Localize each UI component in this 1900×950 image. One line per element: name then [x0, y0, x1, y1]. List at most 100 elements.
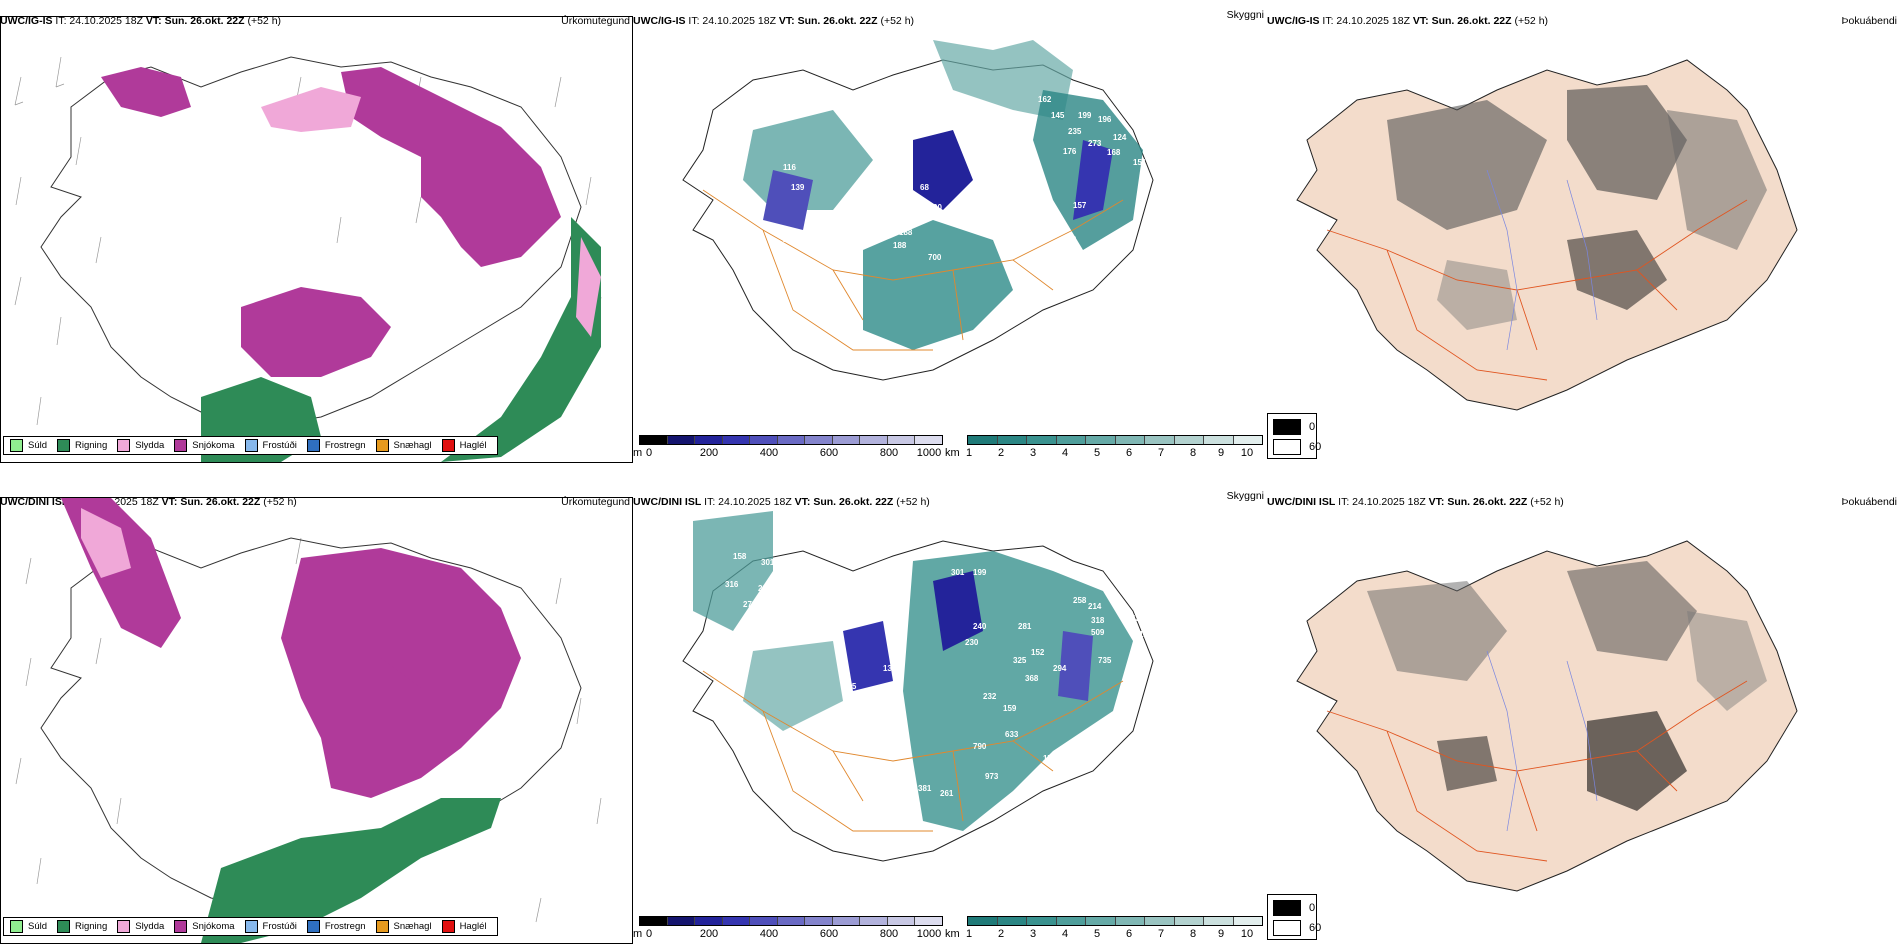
- ceiling-tick: 800: [879, 928, 899, 940]
- svg-text:148: 148: [838, 241, 852, 250]
- rain-area: [441, 217, 601, 462]
- precip-legend: Súld Rigning Slydda Snjókoma Frostúði Fr…: [3, 436, 498, 455]
- visibility-colorbar: km 1 2 3 4 5 6 7 8 9 10: [945, 435, 1263, 465]
- snow-area: [331, 658, 421, 728]
- svg-text:294: 294: [1053, 664, 1067, 673]
- svg-text:368: 368: [1025, 674, 1039, 683]
- svg-text:81: 81: [753, 235, 762, 244]
- rivers: [1486, 650, 1598, 832]
- ceiling-labels: 158 301 316 278 237 191 301 199 240 230 …: [725, 552, 1153, 798]
- svg-text:90: 90: [973, 173, 982, 182]
- legend-item: Haglél: [441, 439, 487, 452]
- svg-text:281: 281: [1018, 622, 1032, 631]
- svg-text:116: 116: [783, 163, 796, 172]
- panel-type-label: Þokuábendi: [1841, 496, 1897, 508]
- fog-key-dark-label: 0: [1309, 421, 1316, 433]
- legend-item: Haglél: [441, 920, 487, 933]
- ceiling-field: [913, 130, 973, 210]
- visibility-tick: 5: [1093, 928, 1101, 940]
- svg-text:176: 176: [1063, 147, 1077, 156]
- visibility-colorbar-bar: [967, 435, 1263, 445]
- visibility-unit: km: [945, 447, 960, 459]
- visibility-tick: 5: [1093, 447, 1101, 459]
- ceiling-tick: 1000: [916, 447, 942, 459]
- ceiling-field: [1058, 631, 1093, 701]
- svg-text:199: 199: [1078, 111, 1092, 120]
- visibility-tick: 4: [1061, 447, 1069, 459]
- panel-fog-top: UWC/IG-IS IT: 24.10.2025 18Z VT: Sun. 26…: [1267, 14, 1900, 469]
- svg-text:170: 170: [1043, 754, 1057, 763]
- svg-text:301: 301: [951, 568, 965, 577]
- fog-field: [1437, 260, 1517, 330]
- svg-text:140: 140: [1063, 235, 1077, 244]
- svg-text:152: 152: [1031, 648, 1045, 657]
- svg-text:211: 211: [978, 122, 991, 131]
- fog-key-dark-label: 0: [1309, 902, 1316, 914]
- snow-area: [241, 287, 391, 377]
- fog-field: [1567, 230, 1667, 310]
- ceiling-tick: 200: [699, 447, 719, 459]
- panel-precip-bottom: UWC/DINI ISL IT: 24.10.2025 18Z VT: Sun.…: [0, 495, 633, 950]
- ceiling-field: [843, 621, 893, 691]
- fog-key-light-label: 60: [1309, 922, 1322, 934]
- fog-field: [1567, 85, 1687, 200]
- svg-text:214: 214: [1088, 602, 1102, 611]
- svg-text:145: 145: [1051, 111, 1065, 120]
- svg-text:151: 151: [1133, 158, 1147, 167]
- ceiling-colorbar: m 0 200 400 600 800 1000: [633, 435, 943, 465]
- svg-text:105: 105: [1093, 263, 1107, 272]
- legend-item: Súld: [10, 920, 47, 933]
- visibility-tick: 2: [997, 928, 1005, 940]
- visibility-tick: 1: [965, 447, 973, 459]
- svg-text:278: 278: [743, 600, 757, 609]
- svg-text:301: 301: [761, 558, 775, 567]
- ceiling-field: [763, 170, 813, 230]
- roads: [702, 189, 1124, 351]
- visibility-tick: 8: [1189, 928, 1197, 940]
- svg-text:168: 168: [1107, 148, 1121, 157]
- svg-text:700: 700: [928, 253, 942, 262]
- svg-text:232: 232: [983, 692, 997, 701]
- legend-item: Slydda: [117, 439, 164, 452]
- fog-key-dark-swatch: [1273, 900, 1301, 916]
- legend-item: Súld: [10, 439, 47, 452]
- visibility-tick: 3: [1029, 447, 1037, 459]
- svg-text:973: 973: [985, 772, 999, 781]
- svg-text:381: 381: [918, 784, 932, 793]
- svg-text:191: 191: [858, 604, 872, 613]
- fog-field: [1667, 110, 1767, 250]
- visibility-tick: 10: [1240, 447, 1254, 459]
- svg-text:196: 196: [1098, 115, 1112, 124]
- rivers: [1486, 169, 1598, 351]
- visibility-tick: 8: [1189, 447, 1197, 459]
- panel-header: UWC/DINI ISL IT: 24.10.2025 18Z VT: Sun.…: [633, 496, 930, 508]
- panel-header: UWC/IG-IS IT: 24.10.2025 18Z VT: Sun. 26…: [0, 15, 282, 27]
- legend-item: Rigning: [57, 920, 107, 933]
- visibility-field: [933, 40, 1073, 120]
- svg-text:159: 159: [1003, 704, 1017, 713]
- svg-text:208: 208: [783, 235, 797, 244]
- fog-key-light-swatch: [1273, 920, 1301, 936]
- svg-text:124: 124: [1113, 133, 1127, 142]
- ceiling-field: [933, 571, 983, 651]
- panel-type-label: Úrkomutegund: [561, 15, 630, 27]
- svg-text:68: 68: [920, 183, 929, 192]
- rain-area: [201, 798, 501, 943]
- ceiling-tick: 0: [645, 928, 653, 940]
- ceiling-tick: 600: [819, 928, 839, 940]
- ceiling-unit: m: [633, 928, 643, 940]
- legend-item: Snæhagl: [375, 439, 432, 452]
- visibility-map: 445 339 380 211 162 145 199 196 235 273 …: [633, 30, 1267, 450]
- legend-item: Frostregn: [306, 920, 366, 933]
- svg-text:283: 283: [878, 368, 892, 377]
- ceiling-colorbar-bar: [639, 916, 943, 926]
- roads: [702, 670, 1124, 832]
- visibility-tick: 7: [1157, 928, 1165, 940]
- panel-type-label: Þokuábendi: [1841, 15, 1897, 27]
- visibility-colorbar: km 1 2 3 4 5 6 7 8 9 10: [945, 916, 1263, 946]
- panel-precip-top: UWC/IG-IS IT: 24.10.2025 18Z VT: Sun. 26…: [0, 14, 633, 469]
- svg-text:445: 445: [773, 113, 787, 122]
- fog-key-light-label: 60: [1309, 441, 1322, 453]
- ceiling-tick: 600: [819, 447, 839, 459]
- visibility-tick: 6: [1125, 447, 1133, 459]
